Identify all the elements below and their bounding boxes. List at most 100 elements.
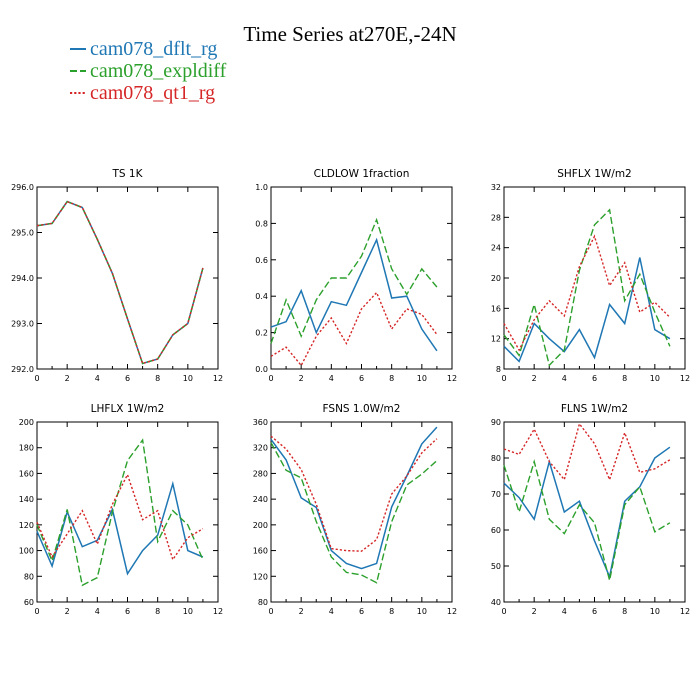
x-tick-label: 8: [622, 374, 627, 383]
x-tick-label: 8: [389, 374, 394, 383]
y-tick-label: 60: [24, 598, 34, 607]
y-tick-label: 20: [491, 274, 501, 283]
y-tick-label: 90: [491, 418, 501, 427]
x-tick-label: 8: [155, 607, 160, 616]
chart-panel: CLDLOW 1fraction 0 2 4 6 8 10 12 0.0 0.2 0.4 0.6 0.8…: [255, 168, 457, 383]
x-tick-label: 10: [650, 607, 660, 616]
y-tick-label: 120: [253, 572, 268, 581]
y-tick-label: 100: [19, 547, 34, 556]
x-tick-label: 6: [359, 374, 364, 383]
y-tick-label: 0.2: [255, 329, 268, 338]
figure-title: Time Series at270E,-24N: [243, 22, 456, 46]
x-tick-label: 10: [417, 374, 427, 383]
plot-frame: [36, 186, 219, 370]
x-tick-label: 0: [501, 607, 506, 616]
y-tick-label: 296.0: [11, 183, 34, 192]
y-tick-label: 160: [19, 469, 34, 478]
y-tick-label: 70: [491, 490, 501, 499]
y-tick-label: 293.0: [11, 320, 34, 329]
plot-frame: [270, 421, 453, 603]
x-tick-label: 0: [268, 607, 273, 616]
x-tick-label: 2: [532, 607, 537, 616]
x-tick-label: 10: [650, 374, 660, 383]
y-tick-label: 50: [491, 562, 501, 571]
x-tick-label: 4: [95, 607, 100, 616]
x-tick-label: 4: [329, 607, 334, 616]
series-line-cam078_expldiff: [270, 442, 438, 584]
y-tick-label: 60: [491, 526, 501, 535]
y-tick-label: 8: [496, 365, 501, 374]
series-line-cam078_qt1_rg: [503, 234, 671, 352]
x-tick-label: 6: [125, 607, 130, 616]
series-line-cam078_dflt_rg: [36, 480, 204, 576]
legend: cam078_dflt_rgcam078_expldiffcam078_qt1_…: [70, 38, 227, 104]
x-tick-label: 8: [155, 374, 160, 383]
x-tick-label: 4: [95, 374, 100, 383]
x-tick-label: 0: [501, 374, 506, 383]
y-tick-label: 320: [253, 444, 268, 453]
chart-panel: LHFLX 1W/m2 0 2 4 6 8 10 12 60 80 100 120 140 160 180 2…: [19, 403, 223, 616]
panels: TS 1K 0 2 4 6 8 10 12 292.0 293.0 294.0 295.0 296.0 C…: [11, 168, 690, 616]
y-tick-label: 160: [253, 547, 268, 556]
y-tick-label: 294.0: [11, 274, 34, 283]
y-tick-label: 0.0: [255, 365, 268, 374]
series-line-cam078_dflt_rg: [503, 446, 671, 580]
x-tick-label: 8: [622, 607, 627, 616]
x-tick-label: 4: [562, 607, 567, 616]
y-tick-label: 40: [491, 598, 501, 607]
chart-panel: TS 1K 0 2 4 6 8 10 12 292.0 293.0 294.0 295.0 296.0: [11, 168, 223, 383]
x-tick-label: 2: [65, 607, 70, 616]
plot-frame: [503, 186, 686, 370]
y-tick-label: 32: [491, 183, 501, 192]
x-tick-label: 4: [562, 374, 567, 383]
series-line-cam078_dflt_rg: [503, 257, 671, 363]
panel-title: LHFLX 1W/m2: [91, 403, 165, 415]
x-tick-label: 2: [299, 374, 304, 383]
series-line-cam078_qt1_rg: [270, 291, 438, 367]
x-tick-label: 2: [532, 374, 537, 383]
panel-title: TS 1K: [112, 168, 144, 180]
y-tick-label: 292.0: [11, 365, 34, 374]
panel-title: SHFLX 1W/m2: [557, 168, 632, 180]
chart-panel: FSNS 1.0W/m2 0 2 4 6 8 10 12 80 120 160 200 240 280 32…: [253, 403, 457, 616]
x-tick-label: 8: [389, 607, 394, 616]
y-tick-label: 360: [253, 418, 268, 427]
x-tick-label: 2: [65, 374, 70, 383]
y-tick-label: 240: [253, 495, 268, 504]
panel-title: CLDLOW 1fraction: [314, 168, 410, 180]
y-tick-label: 280: [253, 469, 268, 478]
x-tick-label: 12: [213, 607, 223, 616]
y-tick-label: 200: [19, 418, 34, 427]
x-tick-label: 10: [183, 374, 193, 383]
series-line-cam078_expldiff: [503, 459, 671, 581]
x-tick-label: 4: [329, 374, 334, 383]
x-tick-label: 2: [299, 607, 304, 616]
x-tick-label: 12: [680, 374, 690, 383]
y-tick-label: 295.0: [11, 229, 34, 238]
y-tick-label: 0.6: [255, 256, 268, 265]
y-tick-label: 12: [491, 335, 501, 344]
x-tick-label: 12: [447, 607, 457, 616]
series-line-cam078_dflt_rg: [270, 237, 438, 352]
y-tick-label: 28: [491, 213, 501, 222]
plot-frame: [503, 421, 686, 603]
legend-label: cam078_qt1_rg: [90, 82, 215, 104]
x-tick-label: 0: [268, 374, 273, 383]
y-tick-label: 80: [24, 572, 34, 581]
series-line-cam078_dflt_rg: [270, 426, 438, 570]
y-tick-label: 120: [19, 521, 34, 530]
x-tick-label: 12: [213, 374, 223, 383]
y-tick-label: 1.0: [255, 183, 268, 192]
chart-panel: FLNS 1W/m2 0 2 4 6 8 10 12 40 50 60 70 80 90: [491, 403, 690, 616]
y-tick-label: 140: [19, 495, 34, 504]
panel-title: FLNS 1W/m2: [561, 403, 628, 415]
x-tick-label: 0: [34, 374, 39, 383]
series-line-cam078_expldiff: [36, 438, 204, 587]
x-tick-label: 6: [592, 374, 597, 383]
series-line-cam078_expldiff: [36, 200, 204, 365]
x-tick-label: 6: [125, 374, 130, 383]
y-tick-label: 0.8: [255, 219, 268, 228]
series-line-cam078_qt1_rg: [36, 200, 204, 365]
